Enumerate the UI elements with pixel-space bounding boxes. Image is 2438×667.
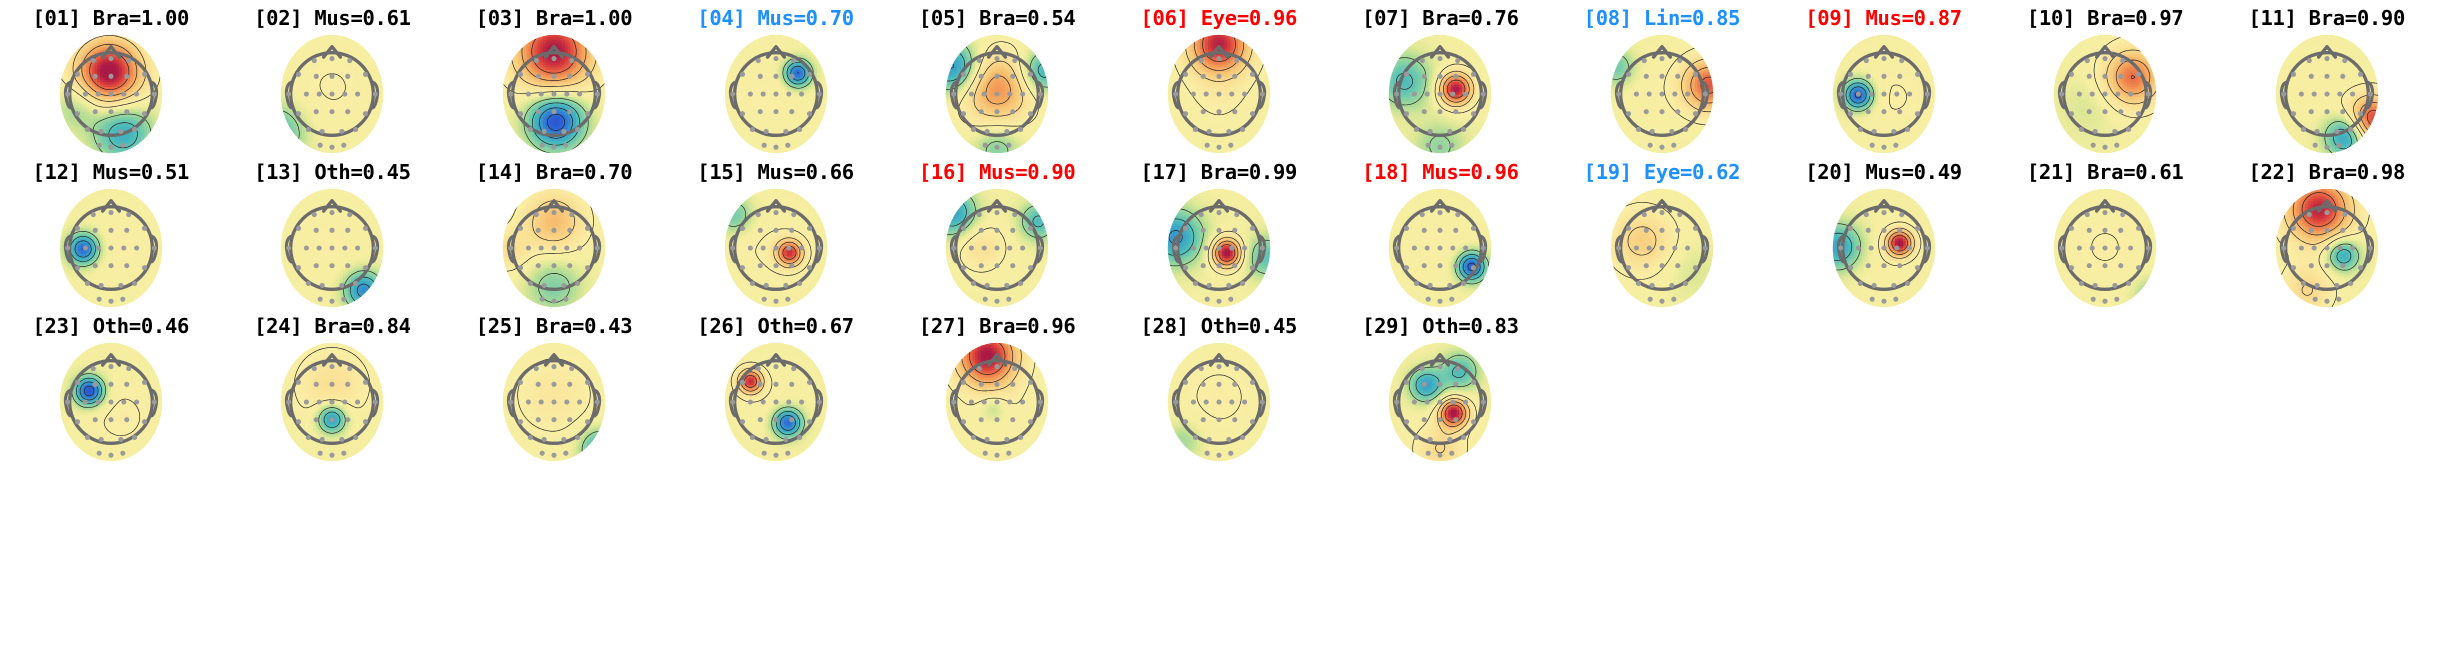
component-cell-13[interactable]: [13] Oth=0.45 [222, 160, 444, 314]
topomap-27[interactable] [922, 338, 1072, 466]
component-label-13: [13] Oth=0.45 [222, 160, 444, 184]
component-label-12: [12] Mus=0.51 [0, 160, 222, 184]
component-cell-17[interactable]: [17] Bra=0.99 [1108, 160, 1330, 314]
component-label-29: [29] Oth=0.83 [1330, 314, 1552, 338]
component-cell-08[interactable]: [08] Lin=0.85 [1551, 6, 1773, 160]
topomap-13[interactable] [257, 184, 407, 312]
component-topography-grid: [01] Bra=1.00 [02] Mus=0.61 [03] Bra=1.00[… [0, 0, 2438, 468]
component-label-24: [24] Bra=0.84 [222, 314, 444, 338]
topomap-10[interactable] [2030, 30, 2180, 158]
component-cell-20[interactable]: [20] Mus=0.49 [1773, 160, 1995, 314]
topomap-21[interactable] [2030, 184, 2180, 312]
topomap-22[interactable] [2252, 184, 2402, 312]
component-cell-06[interactable]: [06] Eye=0.96 [1108, 6, 1330, 160]
component-cell-25[interactable]: [25] Bra=0.43 [443, 314, 665, 468]
component-label-06: [06] Eye=0.96 [1108, 6, 1330, 30]
component-cell-03[interactable]: [03] Bra=1.00 [443, 6, 665, 160]
component-cell-01[interactable]: [01] Bra=1.00 [0, 6, 222, 160]
topomap-05[interactable] [922, 30, 1072, 158]
component-cell-09[interactable]: [09] Mus=0.87 [1773, 6, 1995, 160]
component-label-08: [08] Lin=0.85 [1551, 6, 1773, 30]
component-label-09: [09] Mus=0.87 [1773, 6, 1995, 30]
component-cell-14[interactable]: [14] Bra=0.70 [443, 160, 665, 314]
topomap-01[interactable] [36, 30, 186, 158]
topomap-09[interactable] [1809, 30, 1959, 158]
component-cell-16[interactable]: [16] Mus=0.90 [886, 160, 1108, 314]
component-label-14: [14] Bra=0.70 [443, 160, 665, 184]
topomap-02[interactable] [257, 30, 407, 158]
component-label-22: [22] Bra=0.98 [2216, 160, 2438, 184]
component-cell-07[interactable]: [07] Bra=0.76 [1330, 6, 1552, 160]
component-label-04: [04] Mus=0.70 [665, 6, 887, 30]
topomap-07[interactable] [1365, 30, 1515, 158]
topomap-16[interactable] [922, 184, 1072, 312]
topomap-24[interactable] [257, 338, 407, 466]
component-cell-29[interactable]: [29] Oth=0.83 [1330, 314, 1552, 468]
topomap-08[interactable] [1587, 30, 1737, 158]
component-label-15: [15] Mus=0.66 [665, 160, 887, 184]
topomap-26[interactable] [701, 338, 851, 466]
component-label-18: [18] Mus=0.96 [1330, 160, 1552, 184]
component-cell-02[interactable]: [02] Mus=0.61 [222, 6, 444, 160]
component-label-05: [05] Bra=0.54 [886, 6, 1108, 30]
component-label-07: [07] Bra=0.76 [1330, 6, 1552, 30]
component-label-10: [10] Bra=0.97 [1994, 6, 2216, 30]
topomap-29[interactable] [1365, 338, 1515, 466]
topomap-25[interactable] [479, 338, 629, 466]
topomap-06[interactable] [1144, 30, 1294, 158]
topomap-12[interactable] [36, 184, 186, 312]
topomap-17[interactable] [1144, 184, 1294, 312]
component-cell-22[interactable]: [22] Bra=0.98 [2216, 160, 2438, 314]
component-cell-26[interactable]: [26] Oth=0.67 [665, 314, 887, 468]
topomap-23[interactable] [36, 338, 186, 466]
component-cell-05[interactable]: [05] Bra=0.54 [886, 6, 1108, 160]
topomap-11[interactable] [2252, 30, 2402, 158]
topomap-15[interactable] [701, 184, 851, 312]
component-cell-11[interactable]: [11] Bra=0.90 [2216, 6, 2438, 160]
component-cell-10[interactable]: [10] Bra=0.97 [1994, 6, 2216, 160]
component-label-03: [03] Bra=1.00 [443, 6, 665, 30]
component-cell-15[interactable]: [15] Mus=0.66 [665, 160, 887, 314]
topomap-04[interactable] [701, 30, 851, 158]
component-label-27: [27] Bra=0.96 [886, 314, 1108, 338]
component-cell-04[interactable]: [04] Mus=0.70 [665, 6, 887, 160]
topomap-14[interactable] [479, 184, 629, 312]
component-label-01: [01] Bra=1.00 [0, 6, 222, 30]
topomap-19[interactable] [1587, 184, 1737, 312]
component-label-28: [28] Oth=0.45 [1108, 314, 1330, 338]
component-cell-19[interactable]: [19] Eye=0.62 [1551, 160, 1773, 314]
topomap-18[interactable] [1365, 184, 1515, 312]
topomap-28[interactable] [1144, 338, 1294, 466]
component-label-20: [20] Mus=0.49 [1773, 160, 1995, 184]
topomap-20[interactable] [1809, 184, 1959, 312]
component-cell-21[interactable]: [21] Bra=0.61 [1994, 160, 2216, 314]
component-cell-12[interactable]: [12] Mus=0.51 [0, 160, 222, 314]
component-label-16: [16] Mus=0.90 [886, 160, 1108, 184]
topomap-03[interactable] [479, 30, 629, 158]
component-label-21: [21] Bra=0.61 [1994, 160, 2216, 184]
component-cell-23[interactable]: [23] Oth=0.46 [0, 314, 222, 468]
component-cell-24[interactable]: [24] Bra=0.84 [222, 314, 444, 468]
component-cell-18[interactable]: [18] Mus=0.96 [1330, 160, 1552, 314]
component-label-23: [23] Oth=0.46 [0, 314, 222, 338]
component-label-11: [11] Bra=0.90 [2216, 6, 2438, 30]
component-label-25: [25] Bra=0.43 [443, 314, 665, 338]
component-cell-27[interactable]: [27] Bra=0.96 [886, 314, 1108, 468]
component-label-02: [02] Mus=0.61 [222, 6, 444, 30]
component-label-17: [17] Bra=0.99 [1108, 160, 1330, 184]
component-label-19: [19] Eye=0.62 [1551, 160, 1773, 184]
component-cell-28[interactable]: [28] Oth=0.45 [1108, 314, 1330, 468]
component-label-26: [26] Oth=0.67 [665, 314, 887, 338]
